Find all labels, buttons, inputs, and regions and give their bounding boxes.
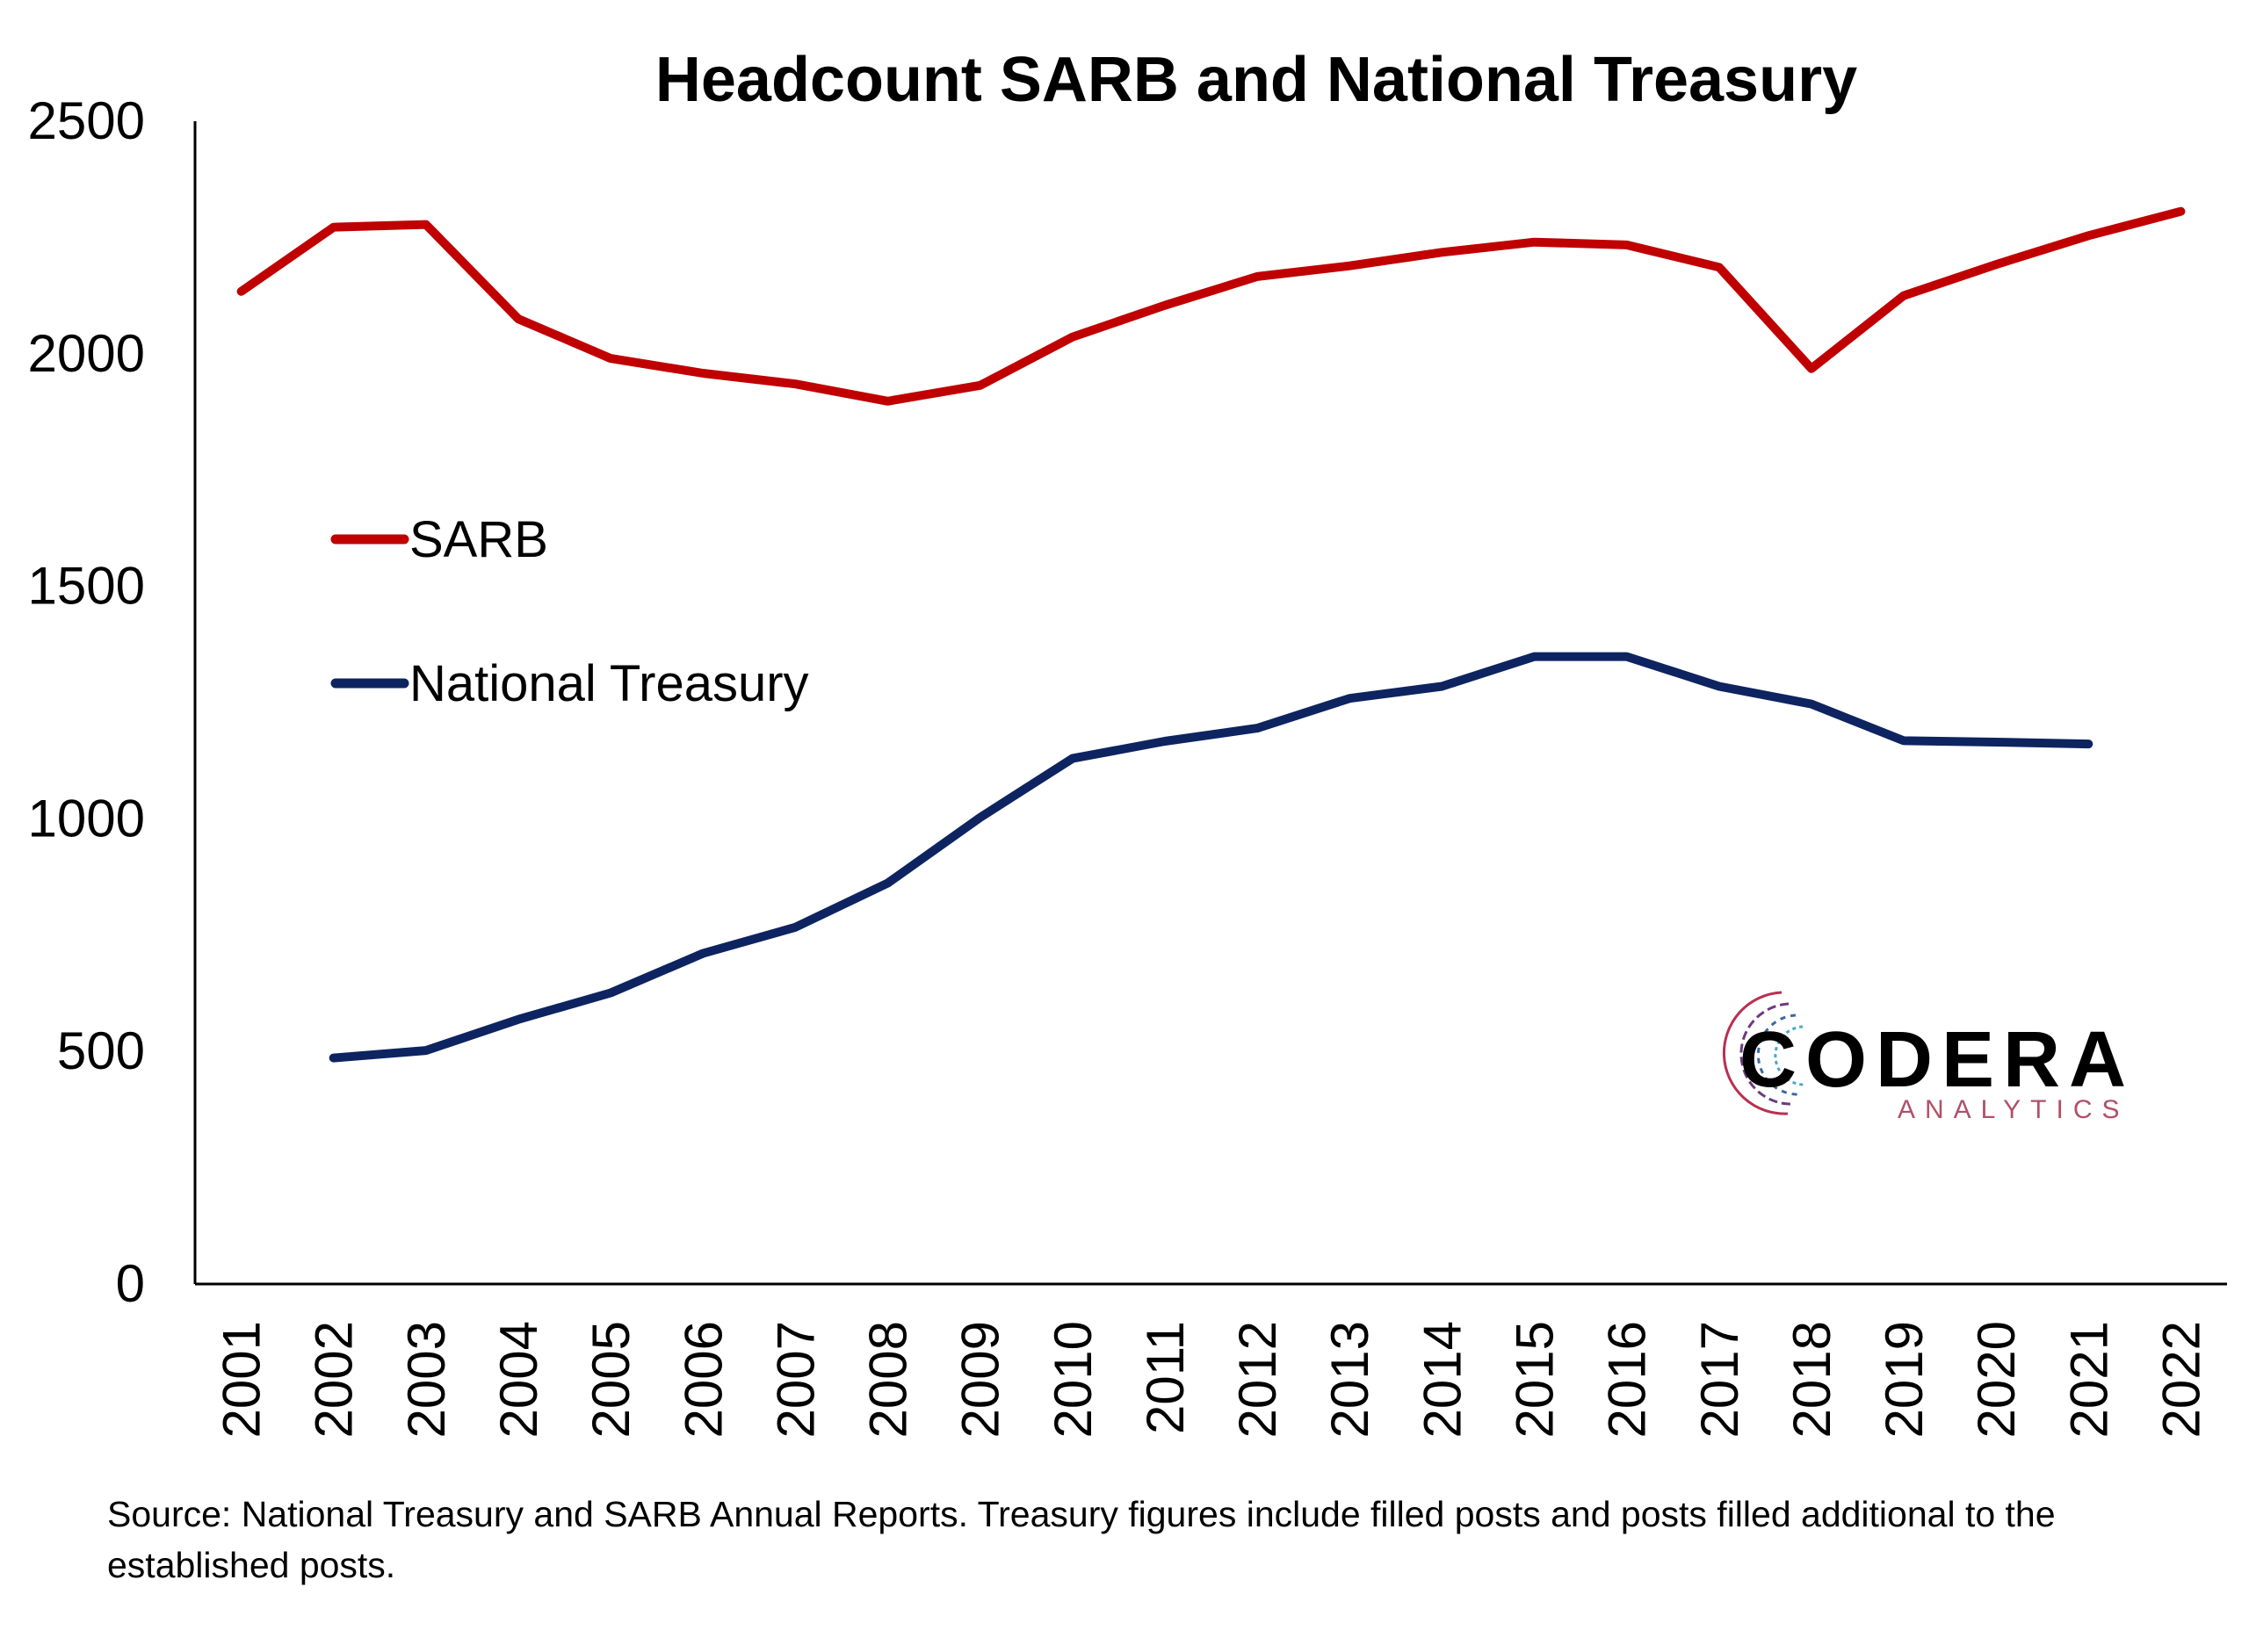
- x-tick-label: 2008: [859, 1321, 918, 1438]
- series-line-sarb: [236, 206, 2186, 406]
- y-tick-label: 1000: [28, 789, 145, 848]
- legend: SARB National Treasury: [330, 511, 809, 712]
- x-tick-label: 2018: [1783, 1321, 1841, 1438]
- x-tick-label: 2022: [2151, 1321, 2210, 1438]
- x-axis-ticks: 2001 2002 2003 2004 2005 2006 2007 2008 2009 2010…: [213, 1321, 2211, 1438]
- x-tick-label: 2016: [1598, 1321, 1657, 1438]
- series-lines: [236, 206, 2186, 1063]
- logo-wordmark: CODERA: [1739, 1016, 2135, 1104]
- y-axis-ticks: 0 500 1000 1500 2000 2500: [28, 91, 145, 1313]
- y-tick-label: 1500: [28, 557, 145, 616]
- y-tick-label: 2000: [28, 324, 145, 383]
- x-tick-label: 2005: [582, 1321, 640, 1438]
- x-tick-label: 2019: [1875, 1321, 1934, 1438]
- source-note: Source: National Treasury and SARB Annua…: [107, 1494, 2056, 1585]
- x-tick-label: 2011: [1136, 1321, 1195, 1434]
- x-tick-label: 2020: [1967, 1321, 2026, 1438]
- y-tick-label: 500: [57, 1021, 145, 1080]
- x-tick-label: 2006: [674, 1321, 733, 1438]
- y-tick-label: 2500: [28, 91, 145, 150]
- x-tick-label: 2012: [1228, 1321, 1287, 1438]
- x-tick-label: 2013: [1320, 1321, 1379, 1438]
- x-tick-label: 2009: [951, 1321, 1010, 1438]
- x-tick-label: 2007: [766, 1321, 825, 1438]
- x-tick-label: 2021: [2059, 1321, 2118, 1438]
- axes: [193, 121, 2227, 1286]
- legend-label-sarb: SARB: [409, 511, 548, 568]
- x-tick-label: 2017: [1690, 1321, 1749, 1438]
- series-line-national-treasury: [329, 652, 2094, 1063]
- x-tick-label: 2014: [1413, 1321, 1472, 1438]
- x-tick-label: 2003: [397, 1321, 456, 1438]
- y-tick-label: 0: [116, 1254, 145, 1313]
- x-tick-label: 2002: [305, 1321, 364, 1438]
- x-tick-label: 2010: [1044, 1321, 1103, 1438]
- chart-title: Headcount SARB and National Treasury: [655, 45, 1857, 115]
- legend-label-national-treasury: National Treasury: [409, 655, 809, 712]
- codera-logo: CODERA ANALYTICS: [1722, 991, 2135, 1124]
- x-tick-label: 2004: [489, 1321, 548, 1438]
- logo-mark-icon: [1722, 991, 1807, 1115]
- logo-subtitle: ANALYTICS: [1898, 1095, 2130, 1124]
- x-tick-label: 2001: [213, 1321, 271, 1438]
- x-tick-label: 2015: [1505, 1321, 1564, 1438]
